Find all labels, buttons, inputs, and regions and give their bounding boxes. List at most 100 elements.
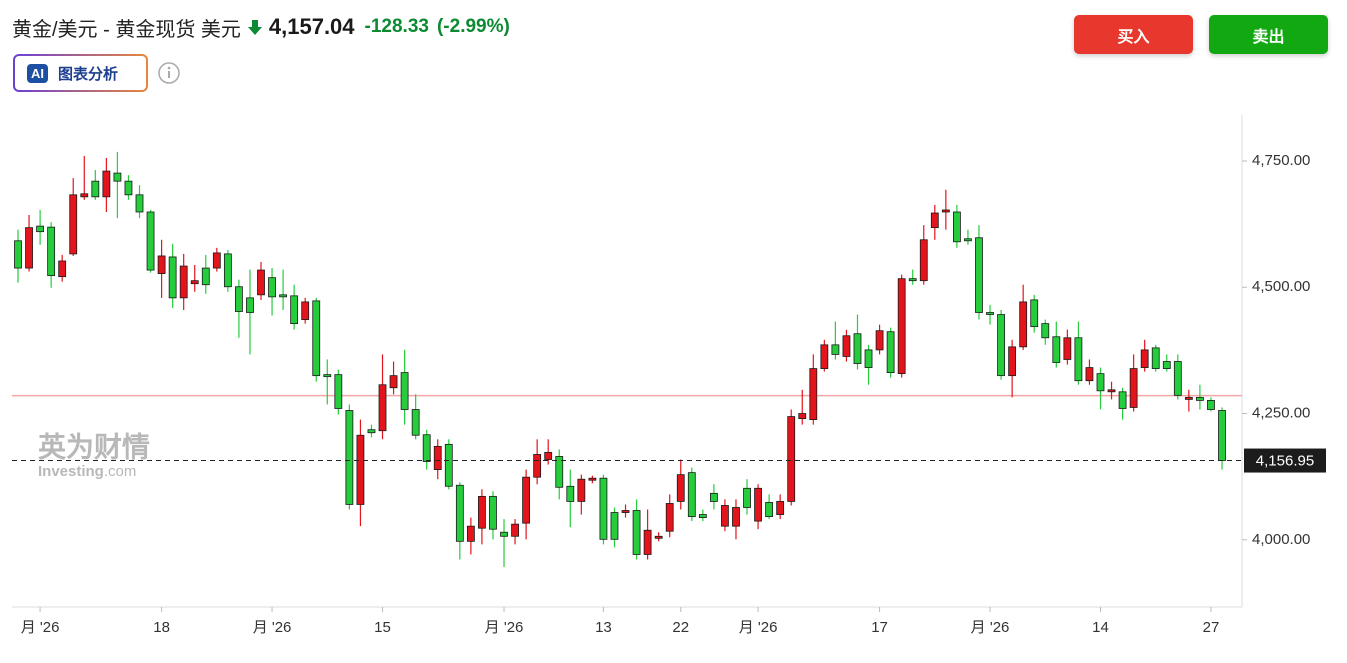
ai-analysis-button[interactable]: AI 图表分析 xyxy=(13,54,148,92)
candle-body xyxy=(235,286,243,312)
header: 黄金/美元 - 黄金现货 美元 4,157.04 -128.33 (-2.99%… xyxy=(12,12,510,42)
candle-body xyxy=(930,212,939,229)
candle-body xyxy=(69,194,78,255)
x-tick-label: 月 '26 xyxy=(485,619,524,636)
candle-body xyxy=(1074,337,1083,382)
x-tick-label: 27 xyxy=(1203,619,1220,636)
candle-body xyxy=(58,260,67,278)
candle-body xyxy=(478,495,486,529)
candle-body xyxy=(687,472,696,517)
candle-body xyxy=(80,193,89,198)
candle-body xyxy=(334,374,343,409)
last-price-label: 4,156.95 xyxy=(1256,453,1314,470)
candle-body xyxy=(246,297,254,313)
candle-body xyxy=(91,180,100,198)
x-tick-label: 13 xyxy=(595,619,612,636)
down-arrow xyxy=(247,20,262,35)
x-tick-label: 17 xyxy=(871,619,888,636)
candle-body xyxy=(721,505,729,527)
candle-body xyxy=(279,294,288,298)
candle-body xyxy=(1085,367,1094,382)
candle-body xyxy=(301,301,310,320)
candle-body xyxy=(223,253,232,288)
x-tick-label: 月 '26 xyxy=(739,619,778,636)
candle-body xyxy=(522,476,531,524)
candle-body xyxy=(212,252,221,269)
candle-body xyxy=(290,295,299,325)
candle-body xyxy=(941,209,950,213)
candle-body xyxy=(356,434,365,505)
candle-body xyxy=(820,344,829,369)
candle-body xyxy=(257,269,265,296)
x-tick-label: 月 '26 xyxy=(21,619,60,636)
candle-body xyxy=(466,525,475,542)
candle-body xyxy=(621,510,630,513)
candle-body xyxy=(1008,346,1017,377)
candle-body xyxy=(853,333,862,364)
candle-body xyxy=(610,512,619,540)
candle-body xyxy=(1173,361,1182,396)
ai-badge: AI xyxy=(27,63,48,83)
candle-body xyxy=(179,265,188,299)
ai-label: 图表分析 xyxy=(58,65,119,83)
candle-body xyxy=(654,535,663,539)
candle-body xyxy=(754,487,762,522)
candle-body xyxy=(1151,347,1160,369)
candle-body xyxy=(1041,323,1050,339)
x-tick-label: 14 xyxy=(1092,619,1109,636)
candle-body xyxy=(1052,336,1061,363)
candle-body xyxy=(1107,389,1116,393)
candle-body xyxy=(389,375,398,389)
candle-body xyxy=(809,368,818,420)
candle-body xyxy=(36,225,44,233)
candle-body xyxy=(765,502,774,517)
candle-body xyxy=(886,331,895,374)
candle-body xyxy=(400,372,409,410)
instrument: 黄金/美元 - 黄金现货 美元 xyxy=(12,18,241,41)
candle-body xyxy=(268,277,276,298)
candle-body xyxy=(643,529,652,555)
candle-body xyxy=(135,194,144,213)
candle-body xyxy=(709,492,718,502)
x-tick-label: 18 xyxy=(153,619,170,636)
candle-body xyxy=(665,503,674,532)
candle-body xyxy=(1218,410,1226,461)
candle-body xyxy=(1196,396,1204,401)
candle-body xyxy=(986,312,994,315)
y-tick-label: 4,750.00 xyxy=(1252,152,1310,169)
x-tick-label: 月 '26 xyxy=(253,619,292,636)
candle-body xyxy=(698,514,707,518)
candle-body xyxy=(146,211,155,271)
candle-body xyxy=(345,410,354,505)
watermark-en: Investing.com xyxy=(38,463,136,480)
y-tick-label: 4,000.00 xyxy=(1252,531,1310,548)
info-icon[interactable] xyxy=(157,61,181,85)
candle-body xyxy=(1184,396,1193,400)
candle-body xyxy=(743,487,751,508)
candle-body xyxy=(157,255,166,275)
sell-button[interactable]: 卖出 xyxy=(1209,15,1328,54)
candle-body xyxy=(566,485,575,502)
candle-body xyxy=(47,226,56,277)
candle-body xyxy=(190,280,199,285)
candle-body xyxy=(411,409,420,436)
candle-body xyxy=(842,335,851,357)
watermark-cn: 英为财情 xyxy=(38,431,150,462)
candle-body xyxy=(676,474,685,502)
candle-body xyxy=(897,278,906,375)
candle-body xyxy=(732,507,740,527)
candle-body xyxy=(588,477,597,481)
candle-body xyxy=(455,484,464,542)
y-tick-label: 4,500.00 xyxy=(1252,278,1310,295)
candle-body xyxy=(533,454,542,478)
watermark-domain: .com xyxy=(104,463,137,480)
candle-body xyxy=(1096,373,1105,392)
buy-button[interactable]: 买入 xyxy=(1074,15,1193,54)
candle-body xyxy=(831,344,840,355)
candle-body xyxy=(1030,299,1039,328)
change-pct: (-2.99%) xyxy=(436,16,510,37)
candle-body xyxy=(776,501,785,515)
price: 4,157.04 xyxy=(268,14,355,39)
